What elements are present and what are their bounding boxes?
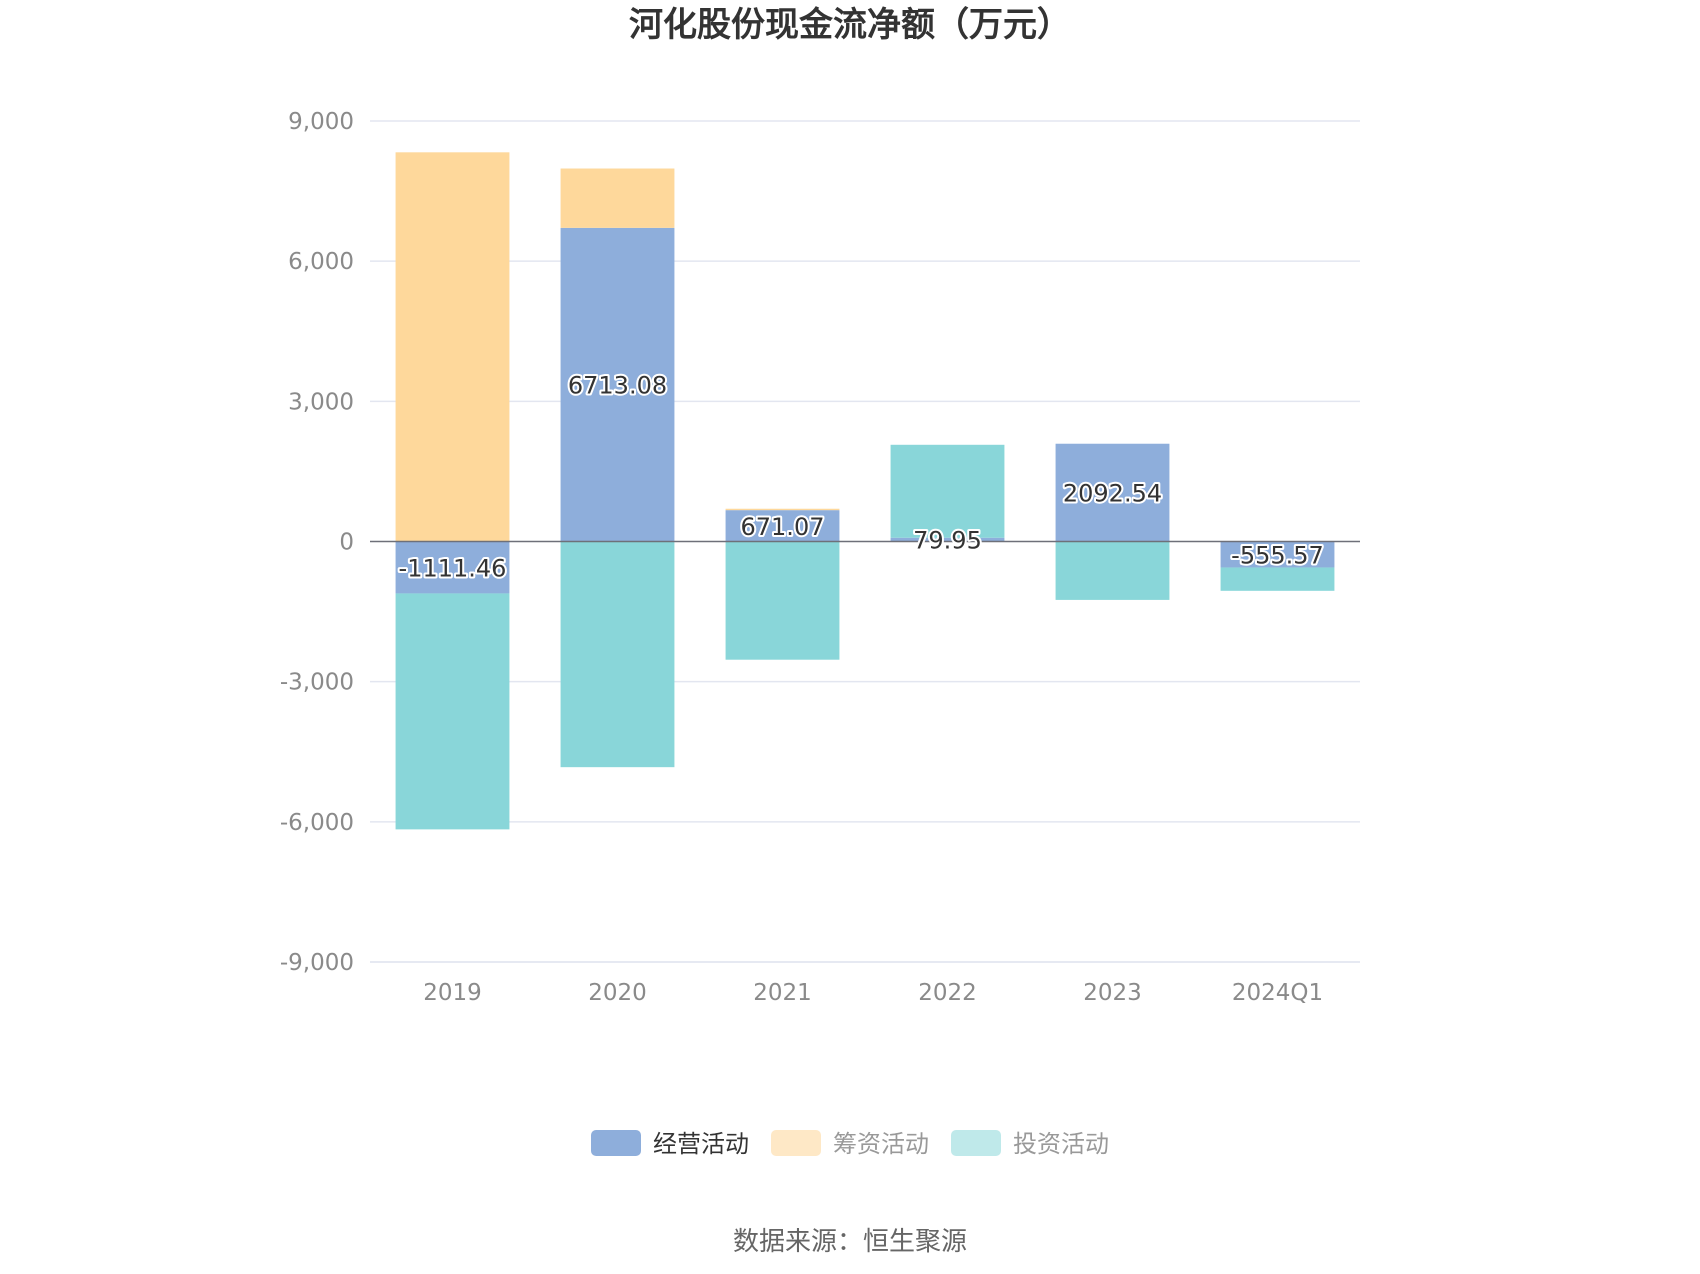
x-tick-label: 2020 [588,980,647,1006]
legend-item[interactable]: 筹资活动 [771,1130,929,1158]
bar-operating[interactable] [395,541,510,594]
x-tick-label: 2022 [918,980,977,1006]
source-note: 数据来源：恒生聚源 [733,1227,967,1257]
legend-swatch [591,1130,641,1156]
bar-investing[interactable] [395,593,510,830]
bar-investing[interactable] [560,541,675,768]
y-tick-label: -9,000 [280,950,354,976]
bar-financing[interactable] [395,152,510,542]
zero-line [370,540,1360,963]
legend-label: 投资活动 [1013,1130,1109,1158]
y-tick-label: 3,000 [288,389,354,415]
legend-item[interactable]: 投资活动 [951,1130,1109,1158]
data-label: 6713.08 [568,372,667,400]
y-tick-label: 0 [339,530,354,556]
data-label: -555.57 [1231,541,1324,569]
bar-financing[interactable] [725,508,840,511]
chart-title: 河化股份现金流净额（万元） [629,5,1071,45]
data-label: 2092.54 [1063,480,1162,508]
bar-operating[interactable] [1055,443,1170,542]
y-tick-label: 9,000 [288,109,354,135]
bars [395,152,1335,830]
x-tick-label: 2024Q1 [1232,980,1323,1006]
bar-financing[interactable] [560,168,675,228]
y-axis: 9,000 6,000 3,000 0 -3,000 -6,000 -9,000 [280,109,354,976]
y-tick-label: 6,000 [288,249,354,275]
x-axis: 2019 2020 2021 2022 2023 2024Q1 [423,980,1323,1006]
data-label: 79.95 [913,527,982,555]
legend-swatch [951,1130,1001,1156]
legend-label: 经营活动 [653,1130,749,1158]
x-tick-label: 2021 [753,980,812,1006]
data-labels: -1111.46 6713.08 671.07 79.95 2092.54 -555.57 [397,370,1326,585]
x-tick-label: 2023 [1083,980,1142,1006]
bar-investing[interactable] [1220,567,1335,591]
legend-item[interactable]: 经营活动 [591,1130,749,1158]
bar-investing[interactable] [890,444,1005,538]
bar-operating[interactable] [725,510,840,542]
bar-investing[interactable] [725,541,840,660]
data-label: 671.07 [741,513,825,541]
y-tick-label: -3,000 [280,670,354,696]
legend-label: 筹资活动 [833,1130,929,1158]
x-tick-label: 2019 [423,980,482,1006]
bar-operating[interactable] [890,537,1005,542]
bar-operating[interactable] [560,227,675,542]
bar-investing[interactable] [1055,541,1170,600]
legend[interactable]: 经营活动 筹资活动 投资活动 [591,1130,1109,1158]
data-label: -1111.46 [399,554,507,582]
y-tick-label: -6,000 [280,810,354,836]
bar-operating[interactable] [1220,541,1335,568]
legend-swatch [771,1130,821,1156]
